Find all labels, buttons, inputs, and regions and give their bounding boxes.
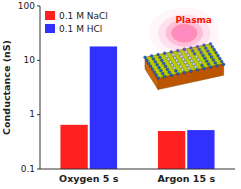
- legend-swatch: [45, 11, 55, 20]
- graphene-dot: [174, 70, 177, 73]
- graphene-dot: [212, 59, 215, 62]
- graphene-dot: [175, 59, 178, 62]
- graphene-dot: [155, 74, 158, 77]
- graphene-dot: [194, 66, 197, 69]
- y-tick: [37, 6, 40, 7]
- graphene-dot: [156, 63, 159, 66]
- graphene-dot: [168, 71, 171, 74]
- annotation: Plasma: [175, 15, 212, 25]
- y-tick: [37, 114, 40, 115]
- graphene-dot: [216, 64, 219, 67]
- graphene-dot: [210, 56, 213, 59]
- graphene-dot: [209, 66, 212, 69]
- graphene-dot: [188, 67, 191, 70]
- chart-root: Plasma 0.1 1 10 100 Oxygen 5 s Argon 15 s Condu…: [0, 0, 241, 189]
- graphene-dot: [179, 65, 182, 68]
- graphene-dot: [160, 59, 163, 62]
- graphene-dot: [192, 63, 195, 66]
- bar: [158, 131, 185, 169]
- legend-label: 0.1 M NaCl: [59, 11, 108, 21]
- graphene-dot: [203, 57, 206, 60]
- y-tick: [37, 60, 40, 61]
- graphene-dot: [144, 56, 147, 59]
- graphene-dot: [176, 72, 179, 75]
- graphene-dot: [153, 71, 156, 74]
- y-tick: [37, 169, 40, 170]
- graphene-dot: [213, 48, 216, 51]
- graphene-dot: [208, 53, 211, 56]
- bar: [60, 125, 87, 169]
- graphene-dot: [197, 58, 200, 61]
- x-tick-label: Oxygen 5 s: [59, 173, 119, 184]
- graphene-dot: [181, 68, 184, 71]
- y-axis-label: Conductance (nS): [1, 40, 12, 135]
- graphene-dot: [189, 70, 192, 73]
- graphene-dot: [151, 68, 154, 71]
- graphene-dot: [163, 75, 166, 78]
- graphene-dot: [160, 69, 163, 72]
- graphene-dot: [222, 63, 225, 66]
- legend: 0.1 M NaCl 0.1 M HCl: [45, 11, 108, 34]
- graphene-dot: [217, 54, 220, 57]
- graphene-dot: [150, 55, 153, 58]
- graphene-dot: [159, 56, 162, 59]
- graphene-dot: [169, 61, 172, 64]
- x-axis-line: [40, 169, 235, 170]
- chart-svg: Plasma 0.1 1 10 100 Oxygen 5 s Argon 15 s Condu…: [0, 0, 241, 189]
- graphene-dot: [218, 57, 221, 60]
- graphene-dot: [215, 51, 218, 54]
- graphene-dot: [190, 60, 193, 63]
- graphene-dot: [205, 60, 208, 63]
- y-tick-label: 100: [18, 1, 35, 11]
- legend-label: 0.1 M HCl: [59, 24, 102, 34]
- y-tick-label: 10: [24, 55, 36, 65]
- y-tick-label: 1: [29, 109, 35, 119]
- graphene-dot: [145, 59, 148, 62]
- graphene-dot: [152, 58, 155, 61]
- graphene-dot: [186, 64, 189, 67]
- y-tick-label: 0.1: [21, 164, 35, 174]
- graphene-dot: [167, 58, 170, 61]
- graphene-dot: [170, 74, 173, 77]
- plasma-glow: [149, 8, 220, 59]
- graphene-dot: [166, 68, 169, 71]
- inset: [144, 8, 225, 90]
- graphene-dot: [173, 67, 176, 70]
- graphene-dot: [184, 61, 187, 64]
- graphene-dot: [199, 61, 202, 64]
- legend-swatch: [45, 24, 55, 33]
- graphene-dot: [149, 65, 152, 68]
- graphene-dot: [147, 62, 150, 65]
- graphene-dot: [183, 71, 186, 74]
- bars: [60, 46, 214, 169]
- bar: [90, 46, 117, 169]
- graphene-dot: [214, 61, 217, 64]
- graphene-dot: [171, 64, 174, 67]
- y-axis-line: [40, 6, 41, 169]
- graphene-dot: [201, 64, 204, 67]
- graphene-dot: [196, 68, 199, 71]
- graphene-dot: [157, 77, 160, 80]
- plasma-glow: [176, 27, 193, 39]
- graphene-dot: [207, 63, 210, 66]
- graphene-dot: [161, 72, 164, 75]
- graphene-dot: [177, 62, 180, 65]
- graphene-dot: [164, 65, 167, 68]
- x-tick-label: Argon 15 s: [157, 173, 215, 184]
- graphene-dot: [157, 53, 160, 56]
- graphene-dot: [158, 66, 161, 69]
- graphene-dot: [203, 67, 206, 70]
- graphene-dot: [162, 62, 165, 65]
- bar: [187, 130, 214, 169]
- plasma-glow: [171, 24, 197, 43]
- graphene-dot: [154, 60, 157, 63]
- graphene-dot: [220, 60, 223, 63]
